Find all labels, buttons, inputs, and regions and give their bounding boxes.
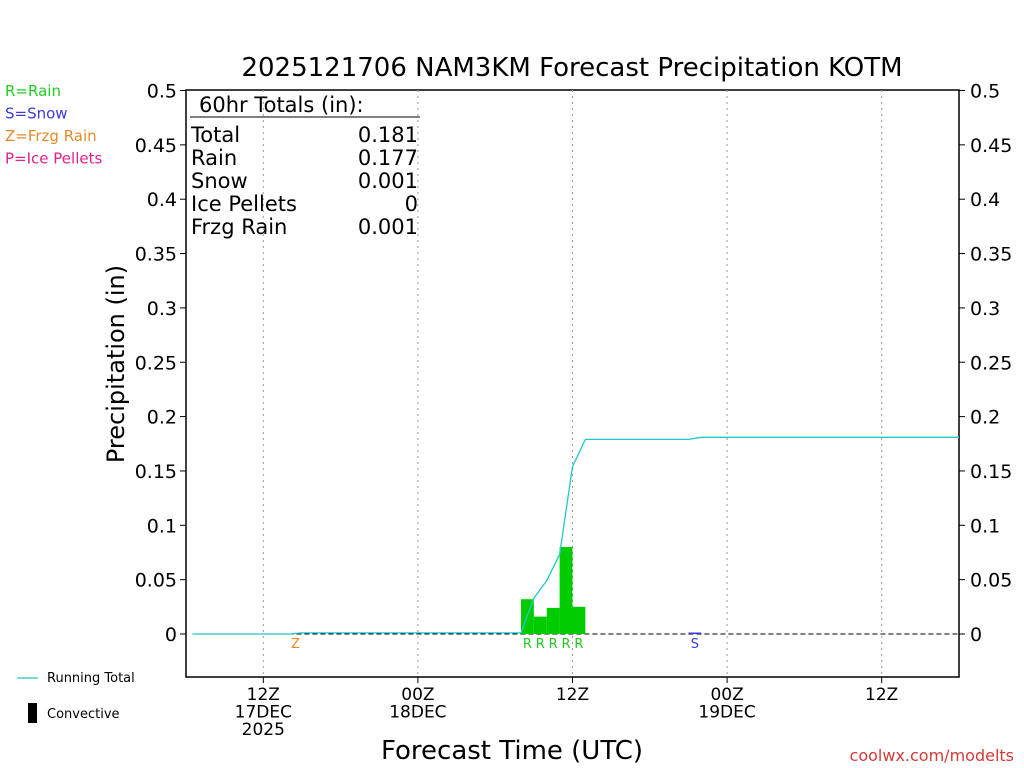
- bars-group: [520, 547, 702, 634]
- type-marker-4: R: [562, 637, 571, 652]
- type-marker-0: Z: [291, 637, 300, 652]
- y-tick-label-right-6: 0.3: [970, 298, 1000, 320]
- y-tick-label-right-3: 0.15: [970, 461, 1012, 483]
- precip-legend-R: R=Rain: [5, 82, 61, 100]
- y-tick-label-left-9: 0.45: [135, 135, 177, 157]
- bar-4: [572, 606, 586, 634]
- x-axis-label: Forecast Time (UTC): [381, 736, 643, 766]
- y-tick-label-left-6: 0.3: [147, 298, 177, 320]
- legend-convective: Convective: [47, 707, 120, 722]
- y-tick-label-right-0: 0: [970, 624, 982, 646]
- running-total-line: [192, 436, 959, 635]
- x-tick-label-0-0: 12Z: [247, 685, 280, 705]
- totals-value-4: 0.001: [358, 215, 418, 239]
- y-tick-label-right-1: 0.05: [970, 570, 1012, 592]
- running-total-group: [192, 436, 959, 635]
- chart-title: 2025121706 NAM3KM Forecast Precipitation…: [241, 53, 902, 83]
- y-tick-label-right-4: 0.2: [970, 407, 1000, 429]
- precip-legend-Z: Z=Frzg Rain: [5, 127, 97, 145]
- totals-value-3: 0: [405, 192, 418, 216]
- y-tick-label-left-10: 0.5: [147, 81, 177, 103]
- x-tick-label-1-1: 18DEC: [389, 703, 446, 723]
- legend-convective-swatch: [28, 703, 37, 723]
- y-tick-label-right-9: 0.45: [970, 135, 1012, 157]
- bar-5: [688, 632, 702, 634]
- type-marker-1: R: [523, 637, 532, 652]
- totals-header: 60hr Totals (in):: [199, 93, 364, 117]
- type-marker-2: R: [536, 637, 545, 652]
- y-tick-label-left-7: 0.35: [135, 244, 177, 266]
- y-tick-label-right-8: 0.4: [970, 189, 1000, 211]
- precip-type-legend: R=Rain S=Snow Z=Frzg Rain P=Ice Pellets: [5, 82, 102, 168]
- type-marker-5: R: [574, 637, 583, 652]
- y-tick-label-left-4: 0.2: [147, 407, 177, 429]
- grid-lines: [262, 90, 883, 677]
- series-legend: Running Total Convective: [17, 671, 135, 723]
- x-tick-label-2-0: 12Z: [556, 685, 589, 705]
- type-marker-3: R: [549, 637, 558, 652]
- totals-value-0: 0.181: [358, 123, 418, 147]
- x-tick-label-4-0: 12Z: [865, 685, 898, 705]
- bar-3: [559, 547, 573, 634]
- x-tick-label-3-0: 00Z: [710, 685, 743, 705]
- totals-label-3: Ice Pellets: [191, 192, 297, 216]
- precip-legend-S: S=Snow: [5, 105, 68, 123]
- y-tick-label-left-0: 0: [165, 624, 177, 646]
- x-tick-label-0-1: 17DEC: [235, 703, 292, 723]
- legend-running-total: Running Total: [47, 671, 135, 686]
- y-tick-label-left-3: 0.15: [135, 461, 177, 483]
- y-tick-label-left-2: 0.1: [147, 515, 177, 537]
- y-tick-label-right-5: 0.25: [970, 352, 1012, 374]
- totals-value-2: 0.001: [358, 169, 418, 193]
- y-tick-label-right-2: 0.1: [970, 515, 1000, 537]
- y-tick-label-right-7: 0.35: [970, 244, 1012, 266]
- credit-text: coolwx.com/modelts: [850, 746, 1014, 765]
- totals-label-1: Rain: [191, 146, 237, 170]
- totals-value-1: 0.177: [358, 146, 418, 170]
- y-tick-label-left-8: 0.4: [147, 189, 177, 211]
- totals-label-0: Total: [190, 123, 240, 147]
- totals-box: 60hr Totals (in): Total 0.181 Rain 0.177 Sno…: [190, 93, 420, 239]
- y-tick-label-left-1: 0.05: [135, 570, 177, 592]
- totals-label-2: Snow: [191, 169, 248, 193]
- x-tick-label-3-1: 19DEC: [698, 703, 755, 723]
- bar-1: [533, 616, 547, 634]
- x-tick-label-1-0: 00Z: [401, 685, 434, 705]
- bar-2: [546, 607, 560, 634]
- totals-label-4: Frzg Rain: [191, 215, 287, 239]
- y-axis-label: Precipitation (in): [102, 265, 130, 463]
- precip-legend-P: P=Ice Pellets: [5, 150, 102, 168]
- type-marker-6: S: [691, 637, 699, 652]
- y-axes: 0 0 0.05 0.05 0.1 0.1 0.15 0.15 0.2 0.2 0.25 0.25 0.…: [135, 81, 1013, 647]
- y-tick-label-right-10: 0.5: [970, 81, 1000, 103]
- y-tick-label-left-5: 0.25: [135, 352, 177, 374]
- x-tick-label-0-2: 2025: [242, 720, 285, 740]
